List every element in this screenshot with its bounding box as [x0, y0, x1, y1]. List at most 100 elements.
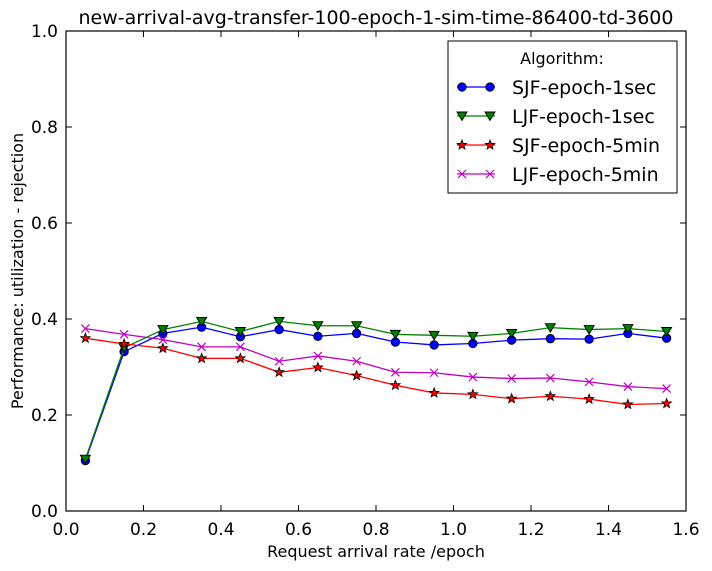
x-tick-label: 1.0	[440, 520, 467, 540]
x-tick-label: 1.6	[672, 520, 699, 540]
x-tick-label: 0.8	[362, 520, 389, 540]
legend-marker	[456, 111, 468, 122]
plot-area-frame	[65, 30, 687, 512]
x-tick-label: 0.6	[285, 520, 312, 540]
data-point	[350, 369, 363, 381]
data-point	[544, 323, 557, 334]
data-point	[313, 351, 323, 361]
data-point	[662, 384, 672, 394]
data-point	[467, 331, 479, 342]
series-line	[85, 337, 667, 406]
data-point	[79, 332, 92, 344]
data-point	[197, 342, 207, 352]
data-point	[389, 329, 402, 340]
series-sjf-epoch-1sec	[80, 322, 672, 466]
data-point	[157, 342, 169, 354]
data-point	[350, 321, 363, 332]
legend-label: SJF-epoch-5min	[512, 135, 660, 157]
x-tick-label: 1.2	[517, 520, 544, 540]
legend-label: LJF-epoch-5min	[512, 164, 659, 186]
data-point	[235, 342, 245, 352]
data-point	[622, 324, 634, 334]
data-point	[312, 361, 324, 373]
x-tick-label: 0.2	[130, 520, 157, 540]
data-point	[389, 379, 402, 391]
series-line	[85, 327, 667, 390]
data-point	[545, 373, 555, 383]
series-layer	[79, 316, 673, 466]
y-tick-label: 1.0	[31, 22, 58, 42]
data-point	[583, 325, 595, 335]
data-point	[312, 321, 324, 332]
data-point	[468, 372, 478, 382]
data-point	[195, 316, 208, 327]
legend-frame	[447, 40, 678, 194]
data-point	[119, 329, 129, 339]
data-point	[195, 352, 208, 364]
data-point	[505, 392, 518, 404]
data-point	[545, 334, 556, 344]
data-point	[428, 386, 440, 398]
legend-marker	[457, 82, 467, 92]
data-point	[79, 454, 92, 465]
data-point	[505, 328, 518, 339]
legend-title: Algorithm:	[520, 49, 604, 68]
data-point	[313, 331, 323, 341]
data-point	[429, 340, 439, 350]
axis-ticks: 0.0 0.2 0.4 0.6 0.8 1.0 1.2 1.4 1.6 0.0 0.2 0.4 0.6 0…	[31, 22, 700, 540]
data-point	[80, 324, 90, 334]
y-tick-label: 0.6	[31, 214, 58, 234]
data-point	[428, 330, 440, 341]
x-tick-label: 1.4	[595, 520, 622, 540]
x-tick-label: 0.0	[52, 520, 79, 540]
legend-marker	[456, 138, 468, 150]
data-point	[273, 316, 285, 327]
y-tick-label: 0.2	[31, 406, 58, 426]
data-point	[583, 393, 595, 405]
series-line	[84, 326, 667, 461]
legend-marker	[484, 138, 496, 150]
data-point	[352, 356, 362, 366]
data-point	[584, 334, 594, 344]
legend-marker	[457, 169, 467, 179]
data-point	[467, 388, 479, 400]
data-point	[273, 366, 285, 378]
data-point	[622, 398, 634, 410]
x-tick-label: 0.4	[207, 520, 234, 540]
series-sjf-epoch-5min	[79, 332, 673, 410]
data-point	[544, 390, 557, 402]
data-point	[623, 382, 633, 392]
data-point	[507, 374, 517, 383]
legend: Algorithm: SJF-epoch-1secLJF-epoch-1secS…	[447, 40, 678, 194]
data-point	[234, 352, 247, 364]
y-tick-label: 0.8	[31, 118, 58, 138]
data-point	[234, 327, 247, 337]
legend-label: SJF-epoch-1sec	[512, 77, 656, 99]
legend-label: LJF-epoch-1sec	[512, 106, 655, 128]
series-line	[84, 320, 667, 460]
data-point	[390, 367, 400, 377]
data-point	[660, 397, 673, 409]
series-ljf-epoch-5min	[80, 324, 672, 394]
x-axis-label: Request arrival rate /epoch	[267, 542, 485, 561]
y-tick-label: 0.4	[31, 310, 58, 330]
legend-item: SJF-epoch-5min	[456, 135, 660, 157]
y-axis-label: Performance: utilization - rejection	[8, 133, 27, 409]
data-point	[429, 368, 439, 378]
legend-marker	[485, 82, 495, 92]
data-point	[157, 325, 169, 335]
legend-items: SJF-epoch-1sec LJF-epoch-1sec SJF-epoch-5m…	[456, 77, 660, 186]
legend-item: SJF-epoch-1sec	[457, 77, 656, 99]
data-point	[158, 335, 168, 345]
legend-marker	[484, 111, 496, 122]
data-point	[274, 356, 284, 366]
legend-item: LJF-epoch-1sec	[456, 106, 655, 128]
legend-marker	[485, 169, 495, 179]
data-point	[118, 337, 130, 349]
legend-item: LJF-epoch-5min	[457, 164, 659, 186]
data-point	[584, 377, 594, 387]
chart-title: new-arrival-avg-transfer-100-epoch-1-sim…	[79, 7, 674, 29]
data-point	[660, 327, 673, 337]
y-tick-label: 0.0	[31, 502, 58, 522]
